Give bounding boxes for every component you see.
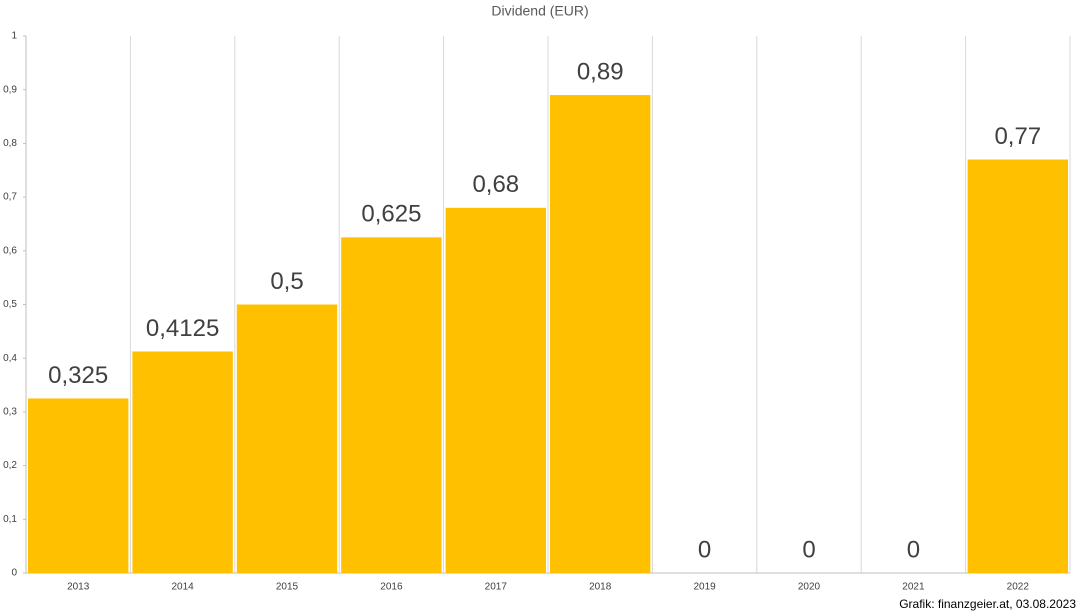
x-tick-label: 2015 bbox=[276, 582, 299, 593]
y-tick-label: 0 bbox=[11, 568, 17, 579]
x-tick-label: 2021 bbox=[902, 582, 925, 593]
bar bbox=[967, 159, 1068, 573]
bar bbox=[445, 207, 546, 573]
y-tick-label: 0,4 bbox=[3, 353, 17, 364]
y-tick-label: 0,2 bbox=[3, 460, 17, 471]
x-tick-label: 2019 bbox=[693, 582, 716, 593]
bar bbox=[28, 398, 129, 573]
x-tick-label: 2018 bbox=[589, 582, 612, 593]
y-tick-label: 0,8 bbox=[3, 138, 17, 149]
x-tick-label: 2022 bbox=[1007, 582, 1030, 593]
value-label: 0,4125 bbox=[146, 315, 219, 342]
value-label: 0,325 bbox=[48, 362, 108, 389]
value-label: 0,89 bbox=[577, 58, 624, 85]
value-label: 0,68 bbox=[472, 171, 519, 198]
y-tick-label: 0,5 bbox=[3, 299, 17, 310]
y-tick-label: 0,1 bbox=[3, 514, 17, 525]
bar bbox=[236, 304, 338, 573]
bar bbox=[341, 237, 442, 573]
x-tick-label: 2016 bbox=[380, 582, 403, 593]
value-label: 0,5 bbox=[270, 268, 303, 295]
x-tick-label: 2020 bbox=[798, 582, 821, 593]
y-tick-label: 0,9 bbox=[3, 84, 17, 95]
value-label: 0,77 bbox=[994, 123, 1041, 150]
value-label: 0 bbox=[802, 536, 815, 563]
y-tick-label: 0,7 bbox=[3, 192, 17, 203]
chart-title: Dividend (EUR) bbox=[491, 3, 588, 19]
x-tick-label: 2013 bbox=[67, 582, 90, 593]
y-tick-label: 0,3 bbox=[3, 407, 17, 418]
x-tick-label: 2014 bbox=[171, 582, 194, 593]
bar bbox=[132, 351, 233, 573]
y-tick-label: 1 bbox=[11, 31, 17, 42]
value-label: 0,625 bbox=[361, 201, 421, 228]
x-tick-label: 2017 bbox=[485, 582, 508, 593]
y-tick-label: 0,6 bbox=[3, 245, 17, 256]
value-label: 0 bbox=[907, 536, 920, 563]
source-note: Grafik: finanzgeier.at, 03.08.2023 bbox=[899, 597, 1076, 611]
bar bbox=[550, 95, 651, 573]
value-label: 0 bbox=[698, 536, 711, 563]
